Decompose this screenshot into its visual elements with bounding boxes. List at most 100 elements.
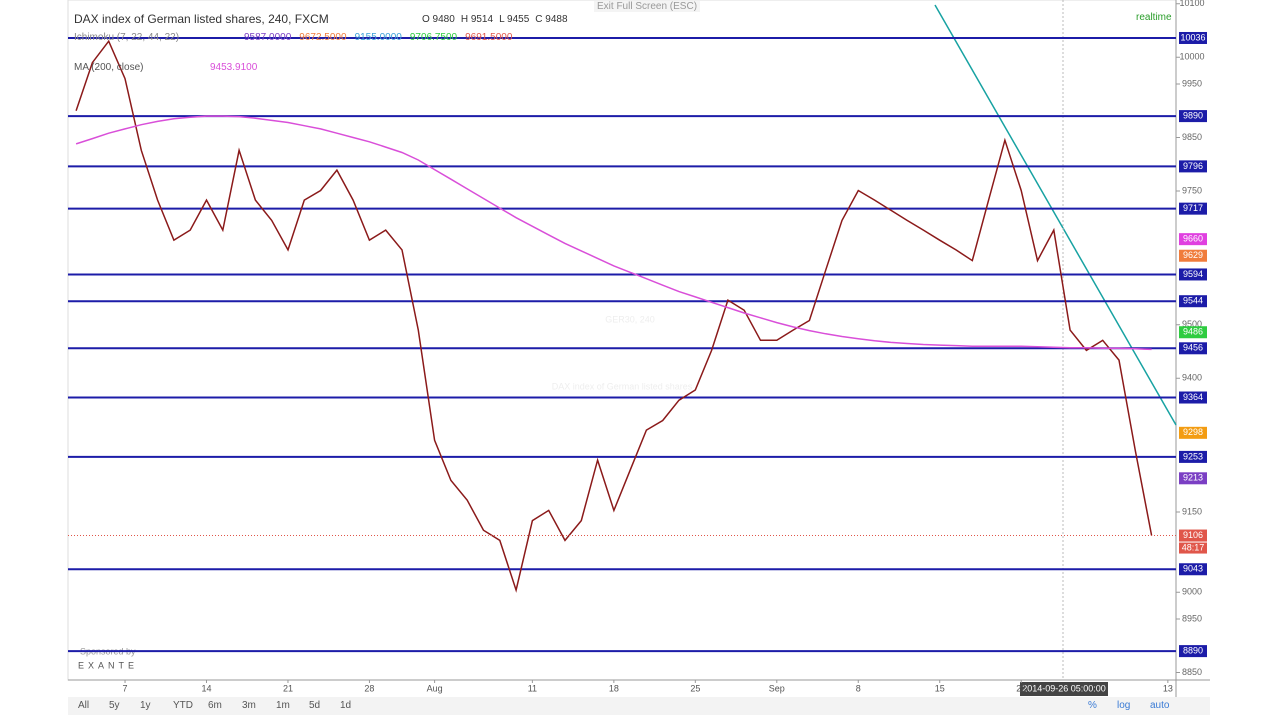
ohlc-value: C 9488 xyxy=(535,14,568,25)
price-marker-label: 9298 xyxy=(1183,427,1203,437)
level-label: 9594 xyxy=(1183,269,1203,279)
level-label-bg xyxy=(1179,391,1207,404)
trend-line xyxy=(934,4,1177,426)
ichimoku-values: 9587.0000 9672.5000 9155.0000 9706.7500 9691… xyxy=(244,32,520,43)
ichimoku-value: 9672.5000 xyxy=(299,32,347,43)
level-label-bg xyxy=(1179,563,1207,576)
level-label: 9456 xyxy=(1183,343,1203,353)
y-tick-label: 8950 xyxy=(1182,613,1202,623)
level-label: 9717 xyxy=(1183,203,1203,213)
level-label-bg xyxy=(1179,31,1207,44)
option-button[interactable]: auto xyxy=(1150,700,1170,711)
range-button[interactable]: 1m xyxy=(276,700,290,711)
range-button[interactable]: YTD xyxy=(173,700,193,711)
price-marker-label: 9629 xyxy=(1183,250,1203,260)
toolbar-bg xyxy=(68,697,1210,715)
level-label-bg xyxy=(1179,450,1207,463)
level-label-bg xyxy=(1179,110,1207,123)
price-marker xyxy=(1179,326,1207,339)
x-tick-label: 14 xyxy=(201,683,211,693)
countdown-bg xyxy=(1179,542,1207,554)
countdown: 48:17 xyxy=(1182,542,1205,552)
level-label: 9253 xyxy=(1183,451,1203,461)
y-tick-label: 9500 xyxy=(1182,319,1202,329)
price-marker-label: 9213 xyxy=(1183,473,1203,483)
range-button[interactable]: 1y xyxy=(140,700,151,711)
crosshair-label: 2014-09-26 05:00:00 xyxy=(1022,683,1106,693)
ichimoku-value: 9691.5000 xyxy=(465,32,513,43)
range-button[interactable]: 1d xyxy=(340,700,352,711)
y-tick-label: 9850 xyxy=(1182,132,1202,142)
level-label-bg xyxy=(1179,160,1207,173)
ichimoku-label: Ichimoku (7, 22, 44, 22) xyxy=(74,32,180,43)
y-tick-label: 10100 xyxy=(1179,0,1204,8)
watermark-name: DAX index of German listed shares xyxy=(552,381,693,391)
ohlc-value: H 9514 xyxy=(460,14,494,25)
ichimoku-value: 9706.7500 xyxy=(409,32,458,43)
symbol-title: DAX index of German listed shares, 240, … xyxy=(74,12,329,26)
level-label: 9544 xyxy=(1183,296,1203,306)
price-marker xyxy=(1179,249,1207,262)
realtime: realtime xyxy=(1136,12,1172,23)
level-label: 9043 xyxy=(1183,564,1203,574)
x-tick-label: 18 xyxy=(609,683,619,693)
range-button[interactable]: 6m xyxy=(208,700,222,711)
level-label: 9890 xyxy=(1183,110,1203,120)
y-tick-label: 9400 xyxy=(1182,373,1202,383)
series-line xyxy=(75,115,1152,351)
x-tick-label: 8 xyxy=(856,683,861,693)
level-label: 10036 xyxy=(1180,32,1205,42)
range-button[interactable]: 5y xyxy=(109,700,120,711)
ohlc-value: O 9480 xyxy=(422,14,455,25)
price-marker-label: 9106 xyxy=(1183,530,1203,540)
level-label: 9364 xyxy=(1183,392,1203,402)
price-marker xyxy=(1179,426,1207,439)
x-tick-label: 21 xyxy=(283,683,293,693)
range-button[interactable]: All xyxy=(78,700,90,711)
crosshair-label-bg xyxy=(1020,682,1108,696)
ichimoku-value: 9155.0000 xyxy=(354,32,402,43)
x-tick-label: 11 xyxy=(528,683,537,693)
option-button[interactable]: log xyxy=(1117,700,1131,711)
y-tick-label: 9150 xyxy=(1182,506,1202,516)
exit-fullscreen[interactable]: Exit Full Screen (ESC) xyxy=(594,1,701,12)
x-tick-label: 13 xyxy=(1163,683,1173,693)
range-button[interactable]: 3m xyxy=(242,700,256,711)
x-tick-label: Aug xyxy=(427,683,443,693)
price-marker-label: 9486 xyxy=(1183,327,1203,337)
level-label-bg xyxy=(1179,342,1207,355)
y-tick-label: 10000 xyxy=(1179,52,1204,62)
x-tick-label: 28 xyxy=(364,683,374,693)
level-label-bg xyxy=(1179,645,1207,658)
plot-area xyxy=(67,0,1177,681)
y-tick-label: 8850 xyxy=(1182,667,1202,677)
sponsor-brand: EXANTE xyxy=(78,660,138,670)
ma-label: MA (200, close) xyxy=(74,62,144,73)
price-marker xyxy=(1179,529,1207,542)
price-marker xyxy=(1179,233,1207,246)
y-tick-label: 9750 xyxy=(1182,185,1202,195)
ohlc-value: L 9455 xyxy=(499,14,530,25)
option-button[interactable]: % xyxy=(1088,700,1097,711)
price-marker xyxy=(1179,472,1207,485)
price-marker-label: 9660 xyxy=(1183,234,1203,244)
x-tick-label: 15 xyxy=(935,683,945,693)
watermark-symbol: GER30, 240 xyxy=(605,314,655,324)
level-label-bg xyxy=(1179,202,1207,215)
range-button[interactable]: 5d xyxy=(309,700,321,711)
x-tick-label: 7 xyxy=(123,683,128,693)
y-tick-label: 9950 xyxy=(1182,78,1202,88)
x-tick-label: 25 xyxy=(690,683,700,693)
ohlc: O 9480 H 9514 L 9455 C 9488 xyxy=(422,14,574,25)
series-line xyxy=(75,39,1153,593)
level-label: 8890 xyxy=(1183,645,1203,655)
y-tick-label: 9000 xyxy=(1182,587,1202,597)
ichimoku-value: 9587.0000 xyxy=(244,32,292,43)
level-label-bg xyxy=(1179,268,1207,281)
level-label-bg xyxy=(1179,295,1207,308)
x-tick-label: 22 xyxy=(1016,683,1026,693)
x-tick-label: Sep xyxy=(769,683,785,693)
level-label: 9796 xyxy=(1183,161,1203,171)
